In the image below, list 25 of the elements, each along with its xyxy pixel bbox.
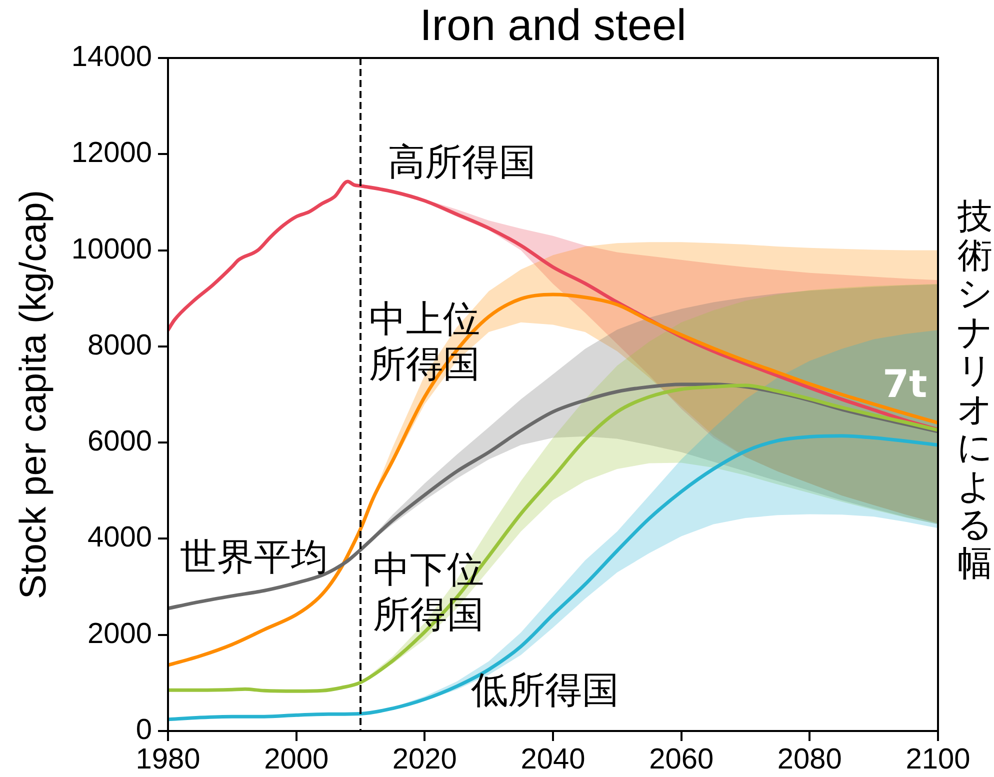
x-tick-label: 2100 [906,743,970,776]
y-tick-label: 2000 [87,618,152,650]
y-tick-label: 12000 [71,137,152,170]
line-series [168,434,938,722]
series-label: 世界平均 [180,536,328,579]
x-tick-label: 2060 [649,743,714,776]
x-tick-label: 2000 [264,743,329,776]
x-tick-label: 2080 [777,743,842,776]
y-tick-label: 10000 [71,233,152,266]
y-tick-label: 8000 [87,329,152,362]
series-label: 低所得国 [470,668,619,712]
line-series [168,292,938,667]
y-tick-label: 0 [136,714,152,746]
chart-title: Iron and steel [420,1,686,50]
y-tick-label: 14000 [71,41,152,73]
annotation: 7t [882,362,928,406]
x-tick-label: 2020 [392,743,457,776]
y-axis-title: Stock per capita (kg/cap) [12,190,54,600]
series-label: 中上位所得国 [368,297,480,386]
y-tick-label: 4000 [87,522,152,554]
series-label: 高所得国 [388,140,536,184]
x-tick-label: 1980 [136,743,200,776]
text: 技術シナリオによる幅 [957,197,993,584]
y-tick-label: 6000 [87,426,152,458]
x-tick-label: 2040 [520,743,586,776]
